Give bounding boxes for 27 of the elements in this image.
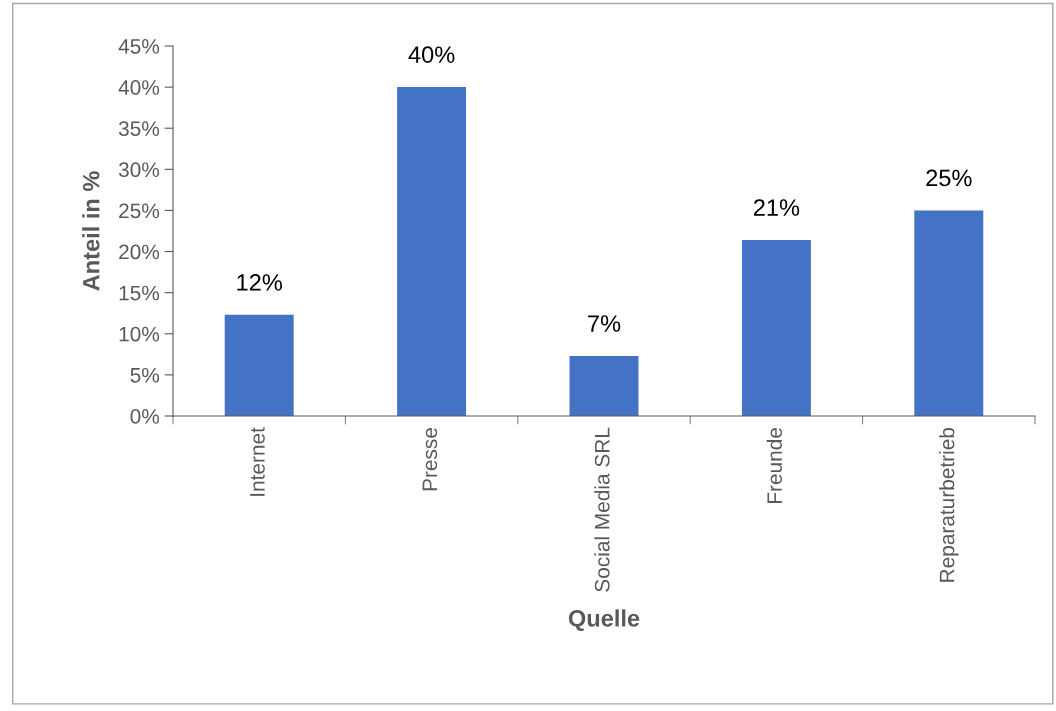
x-axis-title: Quelle bbox=[568, 609, 640, 632]
y-tick-label: 25% bbox=[119, 203, 160, 219]
bar bbox=[569, 355, 639, 416]
y-tick-label: 10% bbox=[119, 326, 160, 342]
y-tick-label: 45% bbox=[118, 39, 160, 54]
data-label: 21% bbox=[753, 199, 800, 216]
x-tick-label: Social Media SRL bbox=[594, 427, 610, 592]
data-label: 25% bbox=[926, 169, 972, 187]
data-label: 40% bbox=[408, 46, 455, 63]
y-axis-title: Anteil in % bbox=[82, 171, 100, 291]
data-label: 7% bbox=[588, 315, 621, 332]
bar bbox=[397, 87, 467, 416]
y-tick-label: 20% bbox=[119, 244, 160, 260]
y-tick-label: 40% bbox=[118, 80, 160, 95]
x-tick-label: Reparaturbetrieb bbox=[939, 427, 959, 582]
data-label: 12% bbox=[237, 274, 282, 291]
x-tick-label: Freunde bbox=[766, 428, 782, 503]
x-tick-label: Presse bbox=[422, 428, 438, 491]
x-tick-label: Internet bbox=[250, 427, 265, 496]
y-tick-label: 30% bbox=[118, 162, 160, 178]
bar bbox=[224, 314, 294, 416]
y-tick-label: 0% bbox=[130, 409, 160, 424]
y-tick-label: 35% bbox=[118, 121, 160, 136]
y-tick-label: 5% bbox=[130, 367, 160, 383]
bar bbox=[914, 210, 984, 416]
y-tick-label: 15% bbox=[119, 285, 160, 301]
bar bbox=[741, 240, 811, 416]
